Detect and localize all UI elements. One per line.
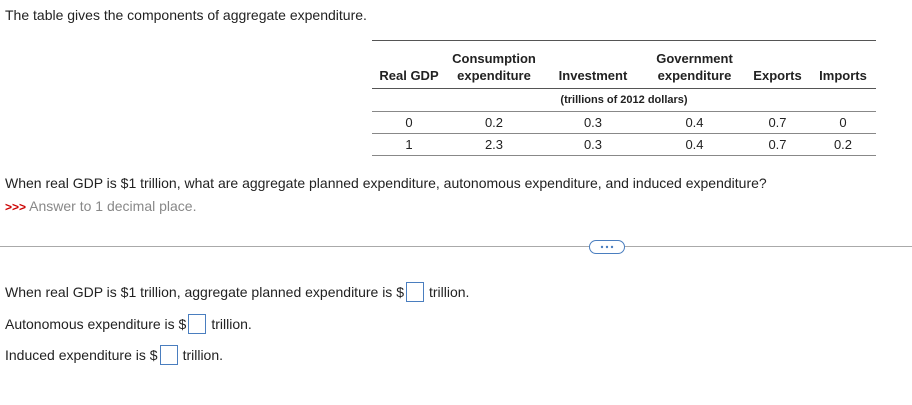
dot (605, 245, 609, 249)
hint-marker: >>> (5, 200, 27, 214)
answer-row: Induced expenditure is $ trillion. (5, 344, 223, 366)
column-header: Imports (810, 40, 876, 89)
column-header: Government expenditure (644, 40, 745, 89)
answer-input[interactable] (159, 345, 178, 365)
table-cell: 0.7 (745, 133, 810, 156)
answer-input[interactable] (188, 314, 207, 334)
answer-prefix: When real GDP is $1 trillion, aggregate … (5, 284, 404, 300)
table-cell: 1 (372, 133, 446, 156)
table-cell: 2.3 (446, 133, 542, 156)
units-label: (trillions of 2012 dollars) (372, 88, 876, 112)
answer-suffix: trillion. (211, 316, 252, 332)
dot (610, 245, 614, 249)
table-cell: 0.3 (542, 133, 644, 156)
answer-suffix: trillion. (428, 284, 470, 300)
column-header: Consumption expenditure (446, 40, 542, 89)
table-cell: 0.4 (644, 111, 745, 134)
answer-input[interactable] (405, 282, 424, 302)
column-header: Exports (745, 40, 810, 89)
column-header: Investment (542, 40, 644, 89)
answer-row: When real GDP is $1 trillion, aggregate … (5, 281, 469, 303)
answer-prefix: Induced expenditure is $ (5, 347, 158, 363)
table-cell: 0.4 (644, 133, 745, 156)
dot (600, 245, 604, 249)
table-cell: 0.3 (542, 111, 644, 134)
answer-suffix: trillion. (182, 347, 224, 363)
table-cell: 0.2 (810, 133, 876, 156)
expand-button[interactable] (589, 240, 625, 254)
table-cell: 0.2 (446, 111, 542, 134)
data-table: Real GDP Consumption expenditure Investm… (372, 40, 876, 156)
column-header: Real GDP (372, 40, 446, 89)
hint: >>> Answer to 1 decimal place. (5, 198, 196, 214)
table-cell: 0 (810, 111, 876, 134)
question-text: When real GDP is $1 trillion, what are a… (5, 175, 767, 191)
answer-prefix: Autonomous expenditure is $ (5, 316, 187, 332)
hint-text: Answer to 1 decimal place. (29, 198, 197, 214)
intro-text: The table gives the components of aggreg… (5, 7, 367, 23)
table-cell: 0 (372, 111, 446, 134)
divider (0, 246, 912, 247)
table-cell: 0.7 (745, 111, 810, 134)
answer-row: Autonomous expenditure is $ trillion. (5, 313, 252, 335)
